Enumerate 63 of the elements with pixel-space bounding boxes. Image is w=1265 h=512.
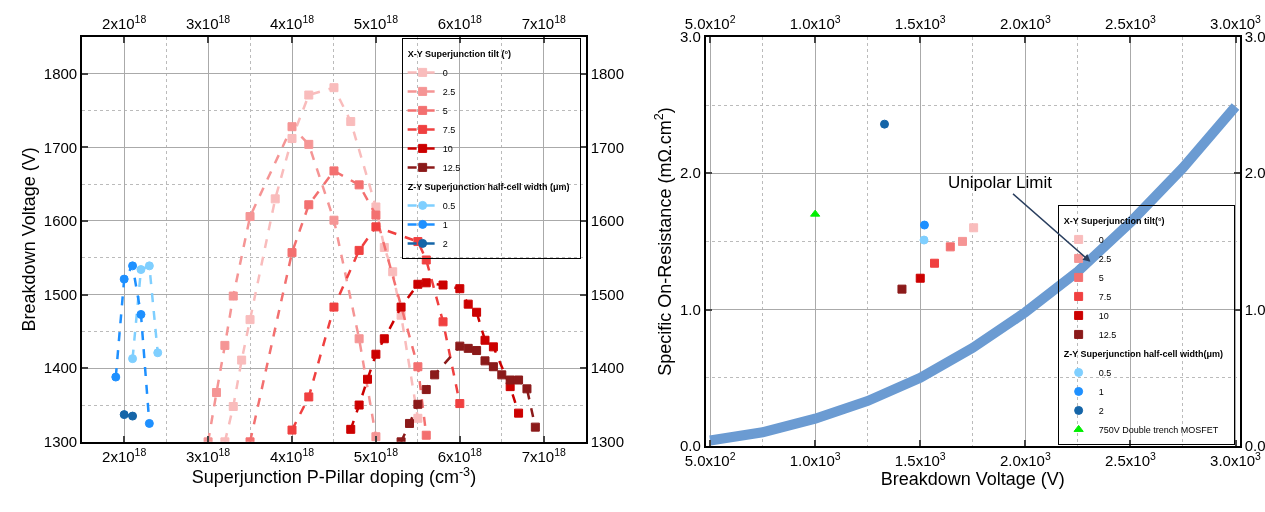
text: X-Y Superjunction tilt (°): [407, 48, 512, 59]
y2-tick-label: 2.0: [1244, 164, 1265, 182]
y-tick-label: 2.0: [680, 164, 701, 182]
y2-tick-label: 1700: [590, 138, 625, 156]
y-tick-label: 1700: [43, 138, 78, 156]
text: Z-Y Superjunction half-cell width(μm): [1063, 348, 1223, 359]
x2-tick-label: 6x10$^{18}$: [437, 12, 483, 32]
text: Z-Y Superjunction half-cell width (μm): [407, 181, 570, 192]
x-tick-label: 2.5x10$^{3}$: [1104, 449, 1157, 469]
legend-label: 7.5: [442, 124, 456, 135]
legend-label: 10: [442, 143, 453, 154]
annotation: Unipolar Limit: [948, 173, 1053, 192]
legend-label: 0: [442, 67, 448, 78]
y-tick-label: 1500: [43, 285, 78, 303]
y2-tick-label: 1500: [590, 285, 625, 303]
y-tick-label: 1.0: [680, 300, 701, 318]
x2-tick-label: 1.5x10$^{3}$: [894, 12, 946, 32]
x2-tick-label: 2x10$^{18}$: [102, 12, 147, 32]
legend-label: 2: [1098, 405, 1104, 416]
legend-label: 12.5: [1098, 329, 1117, 340]
legend-label: 2: [442, 238, 448, 249]
x2-tick-label: 7x10$^{18}$: [521, 12, 566, 32]
y2-tick-label: 1.0: [1244, 300, 1265, 318]
x-tick-label: 1.0x10$^{3}$: [789, 449, 841, 469]
y2-tick-label: 1600: [590, 212, 625, 230]
x-axis-title: Breakdown Voltage (V): [880, 468, 1065, 489]
y2-tick-label: 1300: [590, 433, 625, 451]
x-axis-title: Superjunction P-Pillar doping (cm$^{-3}$): [191, 464, 477, 488]
y-tick-label: 1600: [43, 212, 78, 230]
x-tick-label: 5x10$^{18}$: [353, 445, 399, 465]
x2-tick-label: 2.5x10$^{3}$: [1104, 12, 1157, 32]
legend-label: 5: [1098, 272, 1104, 283]
x2-tick-label: 1.0x10$^{3}$: [789, 12, 841, 32]
legend-label: 12.5: [442, 162, 461, 173]
legend-label: 10: [1098, 310, 1109, 321]
x2-tick-label: 4x10$^{18}$: [269, 12, 315, 32]
legend-label: 2.5: [442, 86, 456, 97]
y-tick-label: 1300: [43, 433, 78, 451]
x-tick-label: 2.0x10$^{3}$: [999, 449, 1051, 469]
y-axis-title: Breakdown Voltage (V): [18, 147, 39, 332]
x-tick-label: 6x10$^{18}$: [437, 445, 483, 465]
legend-label: 1: [1098, 386, 1104, 397]
legend-label: 750V Double trench MOSFET: [1098, 424, 1219, 435]
x-tick-label: 4x10$^{18}$: [269, 445, 315, 465]
x-tick-label: 2x10$^{18}$: [102, 445, 147, 465]
y2-tick-label: 1800: [590, 64, 625, 82]
y-tick-label: 1400: [43, 359, 78, 377]
legend-label: 5: [442, 105, 448, 116]
x-tick-label: 3x10$^{18}$: [185, 445, 231, 465]
legend-label: 0: [1098, 234, 1104, 245]
legend-label: 0.5: [442, 200, 456, 211]
x-tick-label: 7x10$^{18}$: [521, 445, 566, 465]
legend-label: 0.5: [1098, 367, 1112, 378]
legend-label: 7.5: [1098, 291, 1112, 302]
x2-tick-label: 2.0x10$^{3}$: [999, 12, 1051, 32]
x2-tick-label: 5x10$^{18}$: [353, 12, 399, 32]
x-tick-label: 1.5x10$^{3}$: [894, 449, 946, 469]
y-tick-label: 1800: [43, 64, 78, 82]
legend-label: 2.5: [1098, 253, 1112, 264]
y2-tick-label: 1400: [590, 359, 625, 377]
x2-tick-label: 3x10$^{18}$: [185, 12, 231, 32]
y-tick-label: 0.0: [680, 437, 701, 455]
legend-label: 1: [442, 219, 448, 230]
